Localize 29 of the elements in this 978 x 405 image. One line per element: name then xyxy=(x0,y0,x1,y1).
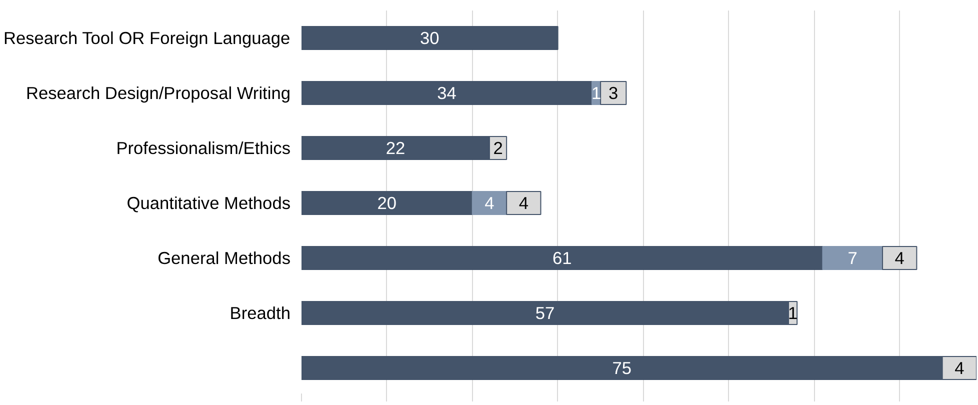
bar xyxy=(302,246,824,270)
data-label: 75 xyxy=(612,358,632,378)
data-label: 34 xyxy=(437,83,457,103)
data-label: 20 xyxy=(377,193,397,213)
y-tick-label: General Methods xyxy=(158,248,291,268)
data-label: 61 xyxy=(552,248,572,268)
y-tick-label: Quantitative Methods xyxy=(126,193,291,213)
data-label: 1 xyxy=(591,83,602,103)
bar xyxy=(302,190,473,216)
data-label: 4 xyxy=(518,193,529,213)
bar xyxy=(302,26,558,50)
data-label: 30 xyxy=(420,28,440,48)
bar xyxy=(600,80,627,106)
y-tick-label: Research Tool OR Foreign Language xyxy=(3,28,290,48)
y-tick-label: Breadth xyxy=(230,303,291,323)
data-label: 2 xyxy=(493,138,503,158)
data-label: 4 xyxy=(954,358,965,378)
data-label: 4 xyxy=(484,193,495,213)
data-label: 4 xyxy=(894,248,905,268)
bar xyxy=(472,190,508,216)
data-label: 7 xyxy=(848,248,858,268)
bar xyxy=(822,246,884,270)
bar xyxy=(302,80,593,106)
data-label: 57 xyxy=(535,303,555,323)
y-tick-label: Professionalism/Ethics xyxy=(116,138,291,158)
data-label: 22 xyxy=(386,138,406,158)
data-label: 3 xyxy=(608,83,618,103)
y-tick-label: Research Design/Proposal Writing xyxy=(26,83,291,103)
bar xyxy=(506,190,542,216)
